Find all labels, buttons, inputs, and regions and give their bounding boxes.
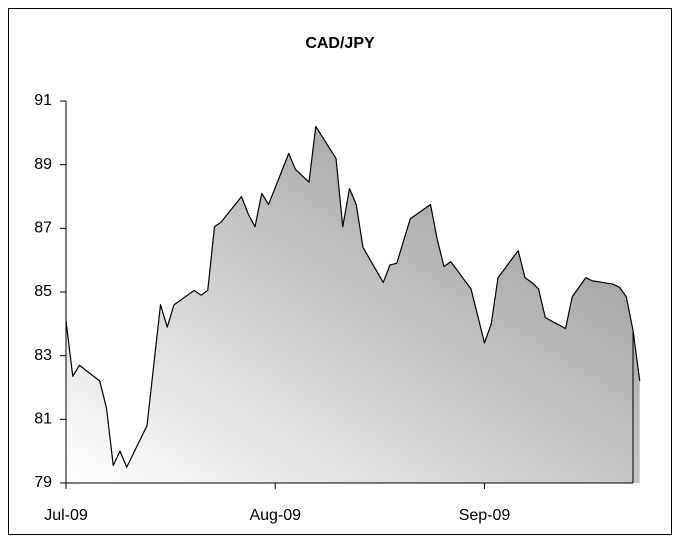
y-tick-label: 87: [34, 220, 52, 237]
y-tick-label: 79: [34, 474, 52, 491]
area-line: [65, 125, 641, 468]
y-tick-label: 91: [34, 92, 52, 109]
area-fill: [66, 126, 640, 483]
y-tick-label: 83: [34, 347, 52, 364]
x-tick-label: Aug-09: [249, 507, 301, 524]
y-tick-label: 85: [34, 283, 52, 300]
x-tick-label: Sep-09: [459, 507, 511, 524]
y-tick-label: 81: [34, 411, 52, 428]
chart-title: CAD/JPY: [305, 35, 375, 52]
x-tick-label: Jul-09: [44, 507, 88, 524]
y-tick-label: 89: [34, 156, 52, 173]
